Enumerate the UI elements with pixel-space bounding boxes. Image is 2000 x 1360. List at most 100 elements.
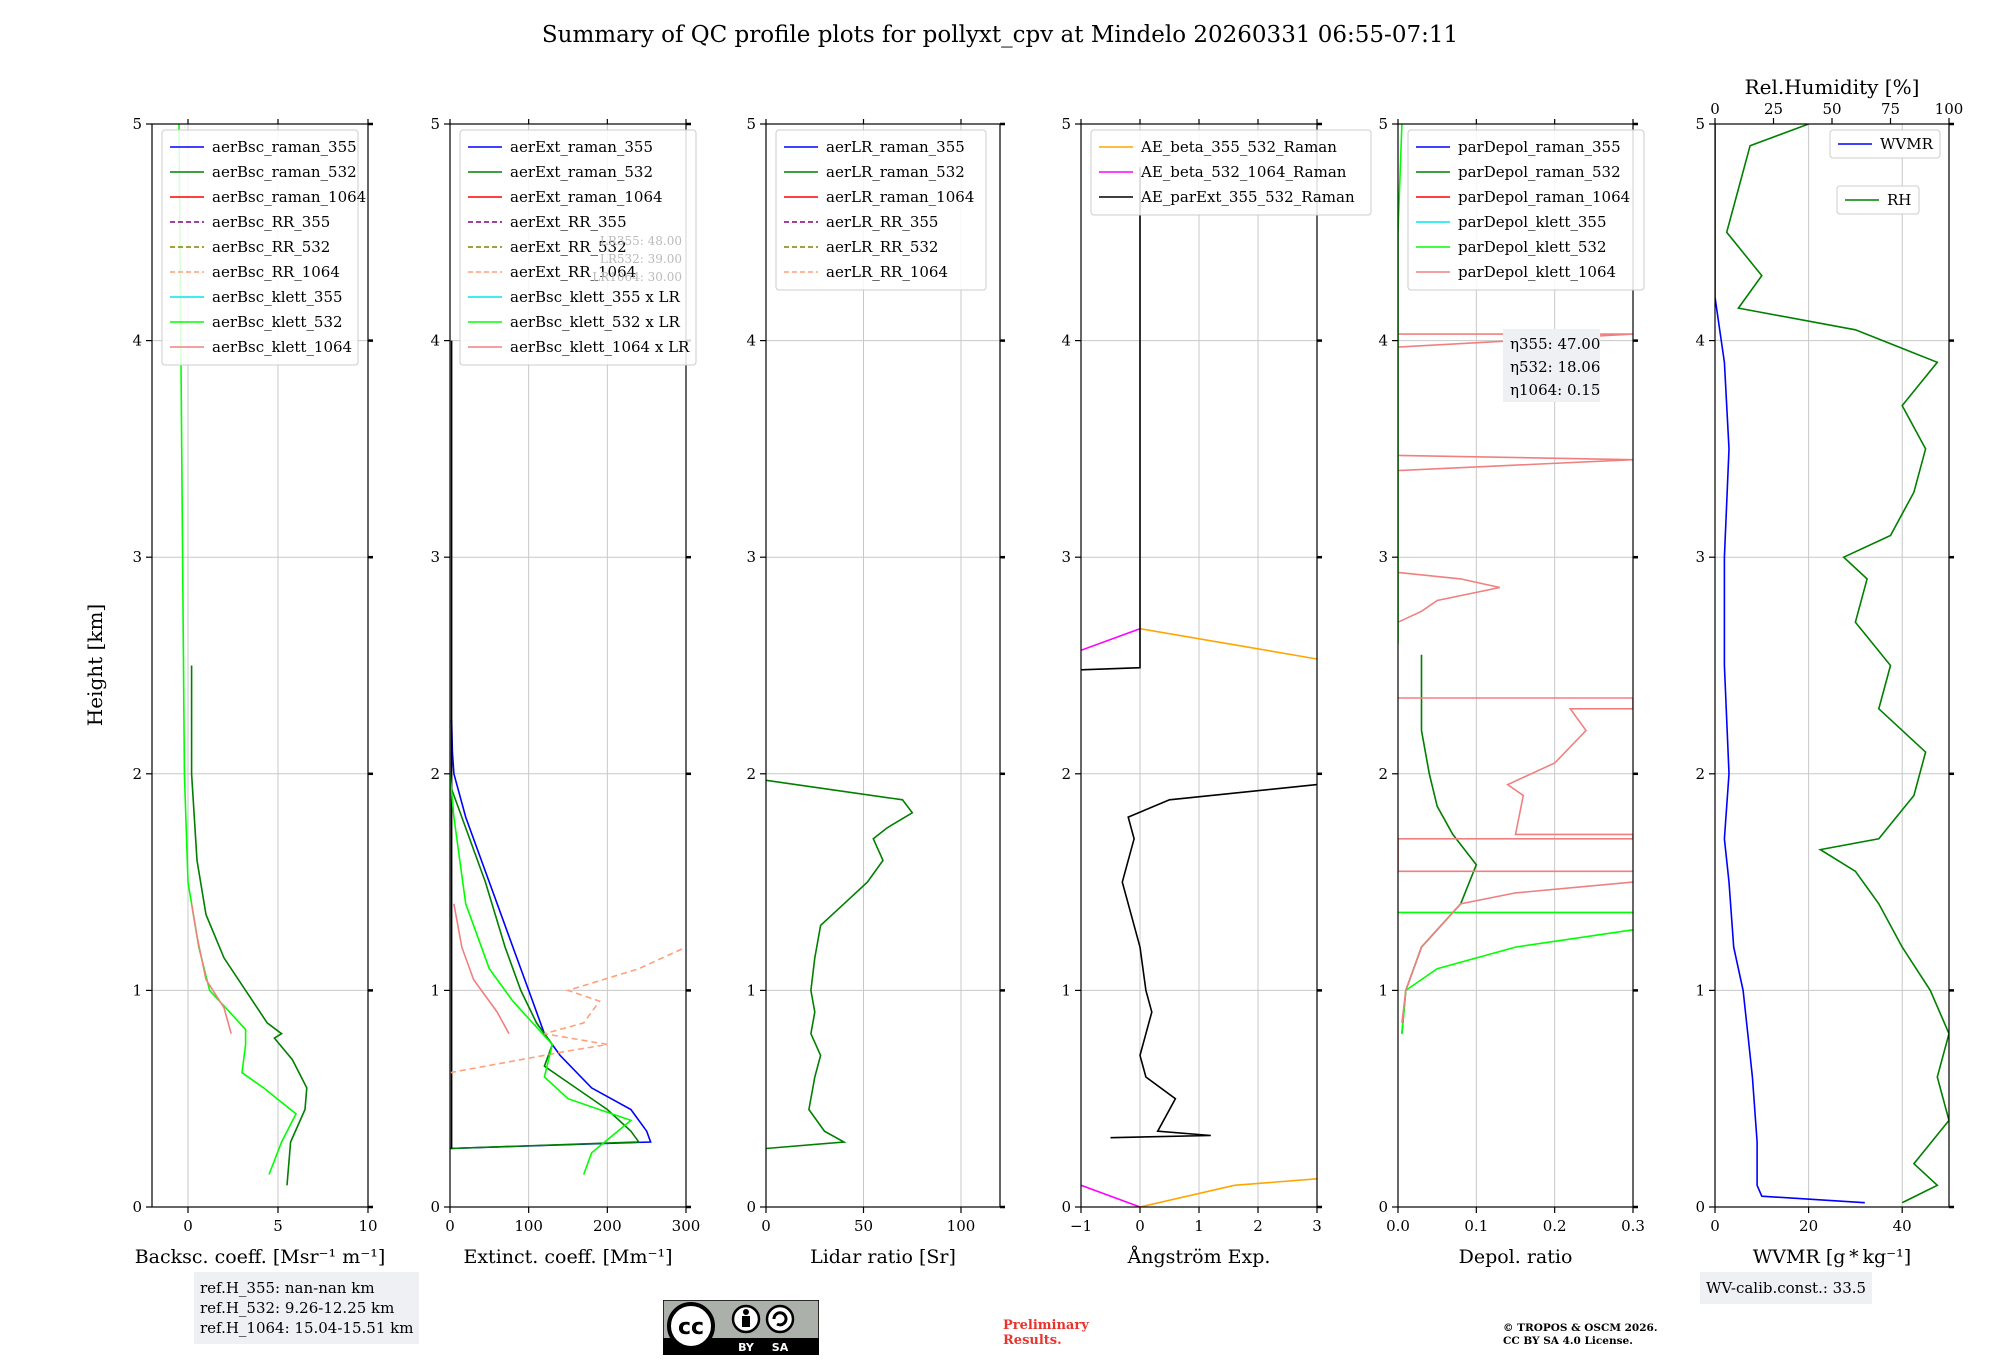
- series-parDepol_klett_1064_top: [1398, 571, 1500, 623]
- legend-label: aerBsc_klett_532 x LR: [510, 313, 681, 331]
- x-tick-label: 0: [1135, 1217, 1145, 1235]
- copyright-line-1: © TROPOS & OSCM 2026.: [1503, 1322, 1658, 1334]
- y-tick-label: 1: [1695, 981, 1705, 999]
- series-parDepol_klett_1064_upper: [1398, 697, 1633, 873]
- y-tick-label: 0: [746, 1198, 756, 1216]
- series-AE_parExt_355_532_Raman_upper: [1081, 167, 1141, 671]
- series-parDepol_raman_532_top: [1398, 124, 1403, 644]
- x-tick-label: 0: [761, 1217, 771, 1235]
- y-tick-label: 2: [746, 765, 756, 783]
- annotation-text: LR355: 48.00: [600, 234, 682, 248]
- series-AE_parExt_355_532_Raman: [1110, 783, 1317, 1139]
- x-axis-label: Lidar ratio [Sr]: [810, 1246, 956, 1268]
- series-WVMR: [1715, 124, 1865, 1204]
- legend-label: parDepol_klett_532: [1458, 238, 1607, 256]
- y-tick-label: 0: [1695, 1198, 1705, 1216]
- series-parDepol_klett_1064_spike2: [1398, 333, 1633, 348]
- legend-label: aerLR_raman_532: [826, 163, 965, 181]
- copyright-note: © TROPOS & OSCM 2026. CC BY SA 4.0 Licen…: [1503, 1322, 1658, 1348]
- x-tick-label: 0.3: [1621, 1217, 1645, 1235]
- lidar-ratio-annotation: LR355: 48.00 LR532: 39.00 LR1064: 30.00: [592, 234, 682, 284]
- y-tick-label: 5: [1695, 115, 1705, 133]
- x-tick-label: 0: [1710, 1217, 1720, 1235]
- y-tick-label: 4: [1378, 332, 1388, 350]
- legend-label: aerBsc_klett_355: [212, 288, 343, 306]
- legend-label: AE_beta_532_1064_Raman: [1140, 163, 1347, 181]
- series-RH: [1725, 124, 1949, 1204]
- legend-label: parDepol_klett_1064: [1458, 263, 1616, 281]
- legend-label: aerBsc_RR_1064: [212, 263, 340, 281]
- annotation-text: LR532: 39.00: [600, 252, 682, 266]
- y-tick-label: 3: [1695, 548, 1705, 566]
- y-tick-label: 2: [1061, 765, 1071, 783]
- annotation-text: η355: 47.00: [1510, 335, 1600, 353]
- y-tick-label: 0: [430, 1198, 440, 1216]
- x-tick-label: 50: [854, 1217, 873, 1235]
- y-tick-label: 3: [1061, 548, 1071, 566]
- preliminary-line-2: Results.: [1003, 1333, 1062, 1348]
- series-aerExt_raman_532: [450, 784, 641, 1150]
- top-x-tick-label: 75: [1881, 100, 1900, 118]
- preliminary-note: Preliminary Results.: [1003, 1318, 1089, 1348]
- top-x-tick-label: 100: [1935, 100, 1964, 118]
- series-aerLR_raman_532: [766, 779, 914, 1150]
- y-tick-label: 4: [1061, 332, 1071, 350]
- legend-label: aerBsc_raman_532: [212, 163, 357, 181]
- legend-label: aerBsc_klett_1064 x LR: [510, 338, 690, 356]
- x-tick-label: 0.2: [1543, 1217, 1567, 1235]
- legend-label: aerBsc_RR_532: [212, 238, 330, 256]
- legend-rh: RH: [1836, 185, 1920, 215]
- legend-label: aerBsc_klett_355 x LR: [510, 288, 681, 306]
- legend-label: aerLR_RR_1064: [826, 263, 948, 281]
- wv-calibration-box: WV-calib.const.: 33.5: [1700, 1272, 1873, 1304]
- series-parDepol_klett_532: [1401, 929, 1633, 1034]
- legend-label: aerExt_RR_355: [510, 213, 627, 231]
- figure-title: Summary of QC profile plots for pollyxt_…: [541, 22, 1459, 48]
- y-tick-label: 1: [746, 981, 756, 999]
- cc-badge-cc: cc: [678, 1315, 704, 1340]
- y-tick-label: 2: [1378, 765, 1388, 783]
- annotation-text: η1064: 0.15: [1510, 381, 1600, 399]
- ref-height-355: ref.H_355: nan-nan km: [200, 1279, 375, 1297]
- legend-lr: aerLR_raman_355 aerLR_raman_532 aerLR_rama…: [775, 129, 987, 291]
- series-aerBsc_klett_532 x LR: [450, 773, 633, 1175]
- x-axis-label: Ångström Exp.: [1127, 1246, 1271, 1268]
- legend-ae: AE_beta_355_532_Raman AE_beta_532_1064_Ra…: [1090, 129, 1372, 216]
- legend-label: aerLR_RR_355: [826, 213, 938, 231]
- y-tick-label: 0: [1378, 1198, 1388, 1216]
- annotation-text: LR1064: 30.00: [592, 270, 682, 284]
- y-tick-label: 3: [430, 548, 440, 566]
- legend-label: AE_parExt_355_532_Raman: [1140, 188, 1355, 206]
- x-tick-label: −1: [1070, 1217, 1092, 1235]
- legend-label: AE_beta_355_532_Raman: [1140, 138, 1337, 156]
- axes-frame: [151, 123, 369, 1208]
- x-tick-label: 0.0: [1386, 1217, 1410, 1235]
- legend-label: aerBsc_klett_1064: [212, 338, 352, 356]
- series-parDepol_klett_1064_spike1: [1398, 454, 1633, 472]
- y-tick-label: 4: [430, 332, 440, 350]
- y-tick-label: 4: [746, 332, 756, 350]
- copyright-line-2: CC BY SA 4.0 License.: [1503, 1335, 1633, 1347]
- legend-label: aerExt_raman_355: [510, 138, 653, 156]
- y-tick-label: 1: [430, 981, 440, 999]
- cc-badge-sa: SA: [772, 1341, 789, 1354]
- axes-frame: [449, 123, 687, 1208]
- legend-label: aerLR_raman_1064: [826, 188, 974, 206]
- ref-height-1064: ref.H_1064: 15.04-15.51 km: [200, 1319, 414, 1337]
- y-tick-label: 5: [746, 115, 756, 133]
- top-x-axis-label: Rel.Humidity [%]: [1745, 75, 1920, 99]
- legend-label: aerLR_RR_532: [826, 238, 938, 256]
- series-aerExt_RR_1064: [450, 946, 686, 1074]
- series-aerBsc_klett_532: [178, 124, 298, 1175]
- legend-label: aerBsc_klett_532: [212, 313, 343, 331]
- x-tick-label: 0: [183, 1217, 193, 1235]
- y-tick-label: 5: [1061, 115, 1071, 133]
- y-tick-label: 3: [746, 548, 756, 566]
- y-tick-label: 3: [132, 548, 142, 566]
- x-axis-label: Backsc. coeff. [Msr⁻¹ m⁻¹]: [135, 1246, 386, 1268]
- legend-label: aerExt_RR_1064: [510, 263, 636, 281]
- series-AE_beta_532_1064_Raman: [1081, 1184, 1141, 1207]
- legend-label: aerBsc_raman_1064: [212, 188, 366, 206]
